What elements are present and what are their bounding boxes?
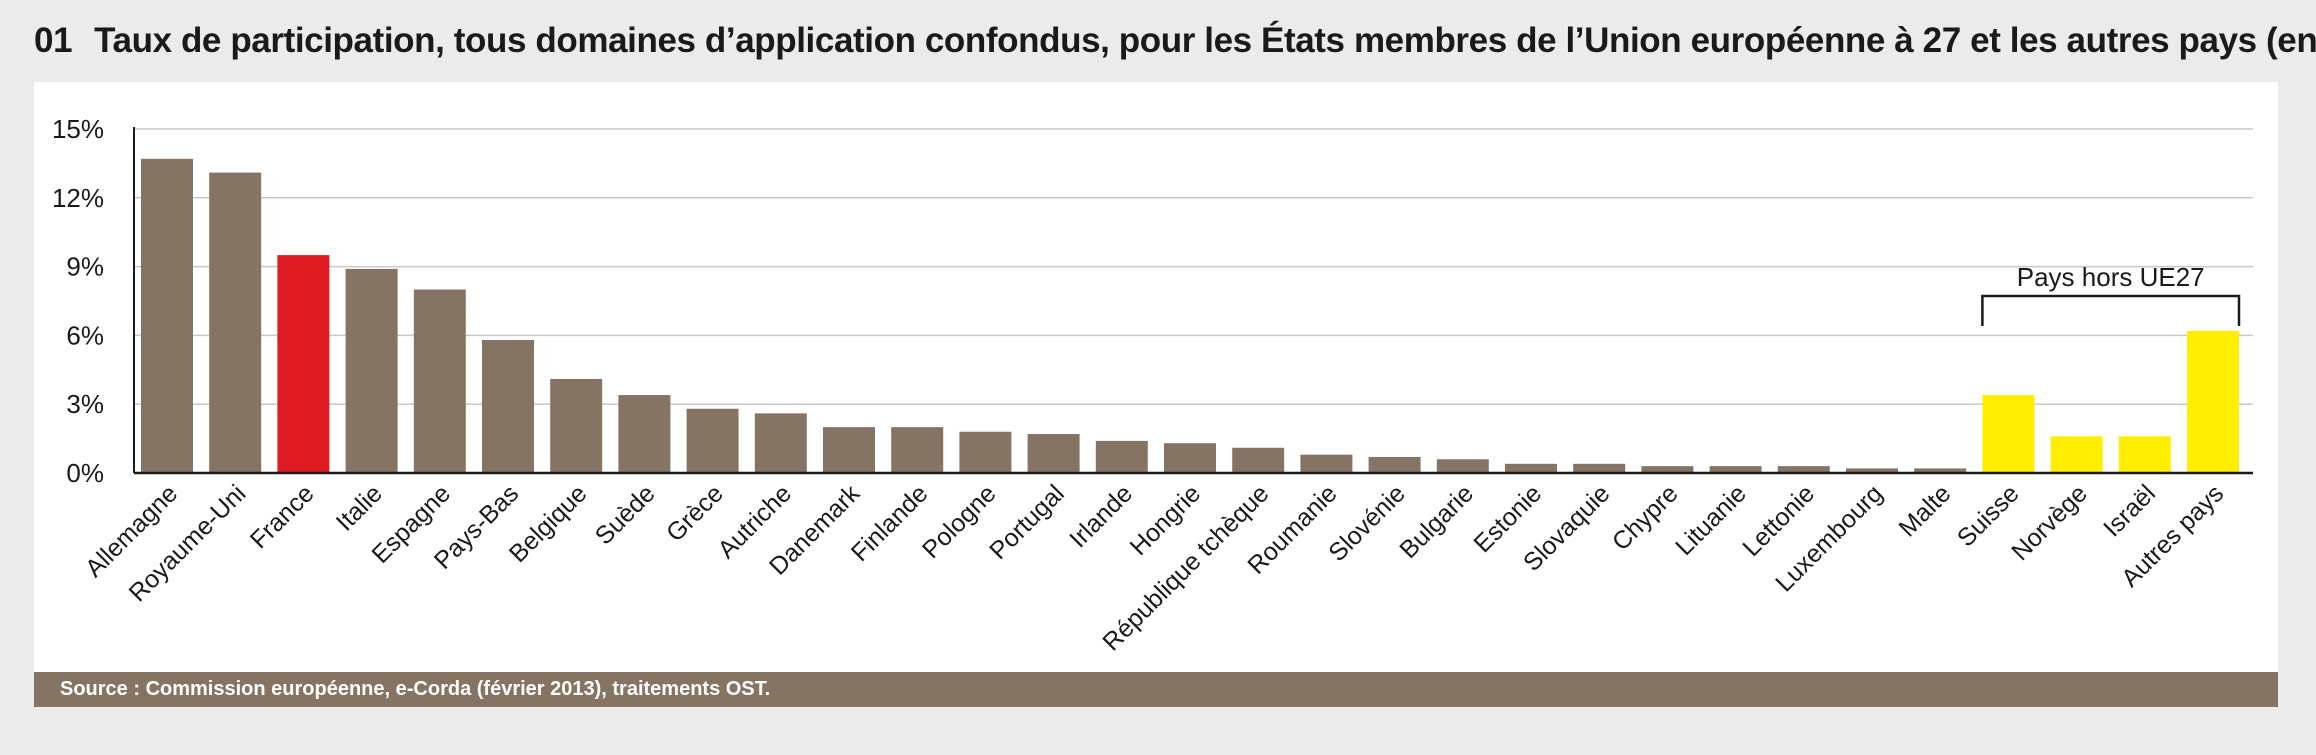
x-tick-label: Finlande [846,479,934,567]
bar [1709,466,1762,473]
bar [550,378,603,473]
title-text: Taux de participation, tous domaines d’a… [94,21,2316,60]
bar [209,172,262,473]
bar [1641,466,1694,473]
y-axis-ticks: 0% 3% 6% 9% 12% 15% [52,114,104,488]
bracket-label: Pays hors UE27 [2017,262,2205,292]
y-tick-label: 6% [66,320,104,350]
bar [1846,468,1898,473]
figure-number: 01 [34,21,73,60]
x-tick-label: Slovénie [1323,479,1411,567]
x-tick-label: Israël [2098,479,2161,542]
x-tick-label: Lituanie [1670,479,1752,561]
annotations: Pays hors UE27 [1981,262,2241,326]
bar [1095,440,1148,473]
bar [2118,436,2171,473]
bar [1232,447,1285,473]
bar [959,431,1012,473]
bar [482,339,534,473]
bar [1505,463,1557,473]
bar [413,289,466,473]
bar [2050,436,2103,473]
bar [823,427,875,473]
bar-chart: 0% 3% 6% 9% 12% 15% AllemagneRoyaume-UniFranc… [52,114,2253,657]
bar [1914,468,1967,473]
source-note: Source : Commission européenne, e-Corda … [34,672,2278,707]
x-tick-label: Suède [590,479,661,550]
x-tick-label: Italie [331,479,388,536]
bar [618,395,671,473]
bar [686,408,739,473]
y-tick-label: 3% [66,389,104,419]
x-tick-label: France [245,479,320,554]
bar [1436,459,1489,473]
bracket-line [1981,294,2241,326]
x-tick-label: Norvège [2006,479,2093,566]
bar [1027,434,1080,473]
bar [1777,466,1830,473]
x-tick-label: Bulgarie [1394,479,1479,564]
chart-panel: 0% 3% 6% 9% 12% 15% Allemagne Royaume-Uni Franc… [34,82,2278,672]
bar [2187,330,2239,473]
bar [1300,454,1353,473]
y-tick-label: 15% [52,114,104,144]
x-tick-label: Portugal [984,479,1070,565]
x-tick-label: Royaume-Uni [124,479,252,607]
bar [1164,443,1216,473]
axes [133,127,2253,475]
bar [754,413,807,473]
bar [891,427,944,473]
bar [345,268,398,473]
y-tick-label: 0% [66,458,104,488]
bar [1368,456,1421,473]
bar [1573,463,1626,473]
bar [277,255,330,473]
y-tick-label: 9% [66,252,104,282]
bar [141,158,193,473]
bars [141,158,2239,473]
y-tick-label: 12% [52,183,104,213]
chart-title: 01 Taux de participation, tous domaines … [34,16,2316,66]
bar [1982,395,2035,473]
x-tick-label: Malte [1893,479,1956,542]
grid-lines [134,128,2253,405]
